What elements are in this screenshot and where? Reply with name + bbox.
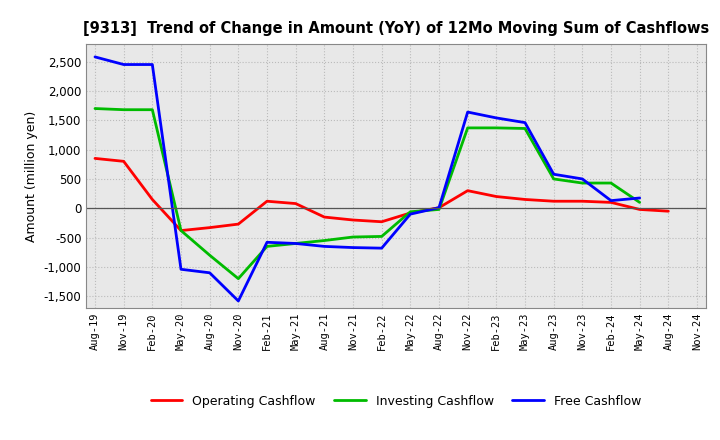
Operating Cashflow — [320, 214, 328, 220]
Investing Cashflow — [176, 228, 185, 233]
Investing Cashflow — [292, 241, 300, 246]
Investing Cashflow — [263, 244, 271, 249]
Free Cashflow — [377, 246, 386, 251]
Free Cashflow — [91, 54, 99, 59]
Free Cashflow — [263, 240, 271, 245]
Operating Cashflow — [91, 156, 99, 161]
Free Cashflow — [120, 62, 128, 67]
Investing Cashflow — [549, 176, 558, 182]
Free Cashflow — [406, 212, 415, 217]
Investing Cashflow — [348, 235, 357, 240]
Operating Cashflow — [635, 207, 644, 212]
Investing Cashflow — [464, 125, 472, 131]
Free Cashflow — [578, 176, 587, 182]
Operating Cashflow — [664, 209, 672, 214]
Y-axis label: Amount (million yen): Amount (million yen) — [25, 110, 38, 242]
Operating Cashflow — [406, 210, 415, 216]
Investing Cashflow — [435, 207, 444, 212]
Investing Cashflow — [578, 180, 587, 186]
Investing Cashflow — [635, 200, 644, 205]
Investing Cashflow — [377, 234, 386, 239]
Free Cashflow — [234, 298, 243, 304]
Investing Cashflow — [406, 209, 415, 214]
Legend: Operating Cashflow, Investing Cashflow, Free Cashflow: Operating Cashflow, Investing Cashflow, … — [146, 390, 646, 413]
Investing Cashflow — [234, 276, 243, 281]
Free Cashflow — [292, 241, 300, 246]
Operating Cashflow — [492, 194, 500, 199]
Free Cashflow — [607, 198, 616, 203]
Investing Cashflow — [91, 106, 99, 111]
Free Cashflow — [521, 120, 529, 125]
Operating Cashflow — [464, 188, 472, 193]
Operating Cashflow — [549, 198, 558, 204]
Line: Free Cashflow: Free Cashflow — [95, 57, 639, 301]
Free Cashflow — [176, 267, 185, 272]
Investing Cashflow — [607, 180, 616, 186]
Free Cashflow — [205, 270, 214, 275]
Investing Cashflow — [492, 125, 500, 131]
Free Cashflow — [464, 110, 472, 115]
Line: Operating Cashflow: Operating Cashflow — [95, 158, 668, 231]
Investing Cashflow — [320, 238, 328, 243]
Investing Cashflow — [120, 107, 128, 112]
Operating Cashflow — [292, 201, 300, 206]
Operating Cashflow — [234, 221, 243, 227]
Free Cashflow — [148, 62, 157, 67]
Title: [9313]  Trend of Change in Amount (YoY) of 12Mo Moving Sum of Cashflows: [9313] Trend of Change in Amount (YoY) o… — [83, 21, 709, 36]
Investing Cashflow — [521, 126, 529, 131]
Operating Cashflow — [607, 200, 616, 205]
Free Cashflow — [492, 115, 500, 121]
Free Cashflow — [635, 195, 644, 201]
Operating Cashflow — [578, 198, 587, 204]
Operating Cashflow — [521, 197, 529, 202]
Operating Cashflow — [348, 217, 357, 223]
Operating Cashflow — [176, 228, 185, 233]
Free Cashflow — [435, 205, 444, 210]
Free Cashflow — [320, 244, 328, 249]
Operating Cashflow — [120, 159, 128, 164]
Investing Cashflow — [205, 253, 214, 258]
Operating Cashflow — [263, 198, 271, 204]
Operating Cashflow — [435, 205, 444, 210]
Operating Cashflow — [205, 225, 214, 230]
Free Cashflow — [348, 245, 357, 250]
Free Cashflow — [549, 172, 558, 177]
Operating Cashflow — [377, 219, 386, 224]
Operating Cashflow — [148, 197, 157, 202]
Investing Cashflow — [148, 107, 157, 112]
Line: Investing Cashflow: Investing Cashflow — [95, 109, 639, 279]
